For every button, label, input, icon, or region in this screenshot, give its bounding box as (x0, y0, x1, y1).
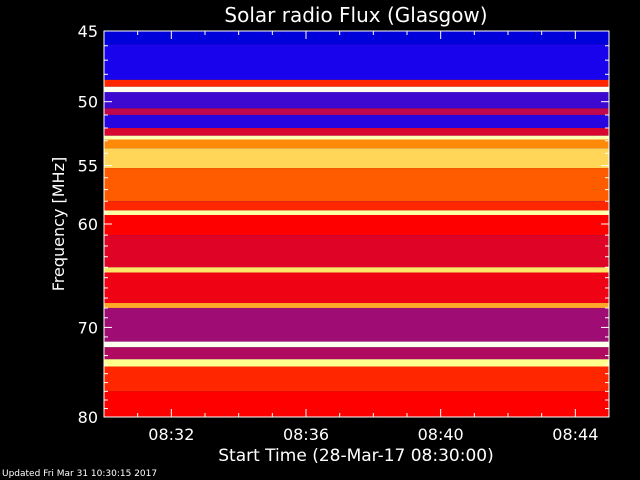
x-tick-label: 08:44 (552, 425, 598, 444)
frequency-band (104, 214, 609, 236)
frequency-band (104, 366, 609, 392)
y-tick-label: 80 (78, 408, 98, 427)
frequency-band (104, 201, 609, 211)
x-tick-label: 08:40 (418, 425, 464, 444)
frequency-band (104, 86, 609, 93)
x-tick-label: 08:32 (148, 425, 194, 444)
frequency-bands (104, 31, 609, 417)
y-axis-label: Frequency [MHz] (49, 157, 68, 291)
frequency-band (104, 128, 609, 136)
frequency-band (104, 303, 609, 308)
frequency-band (104, 341, 609, 348)
frequency-band (104, 31, 609, 45)
frequency-band (104, 44, 609, 80)
frequency-band (104, 391, 609, 417)
frequency-band (104, 307, 609, 342)
chart-title: Solar radio Flux (Glasgow) (224, 3, 487, 27)
frequency-band (104, 79, 609, 87)
y-tick-label: 50 (78, 93, 98, 112)
frequency-band (104, 92, 609, 109)
frequency-band (104, 272, 609, 304)
frequency-band (104, 235, 609, 268)
frequency-band (104, 347, 609, 360)
y-tick-label: 60 (78, 215, 98, 234)
axes: 45 50 55 60 70 80 08:32 08:36 08:40 08:44 (78, 22, 610, 444)
frequency-band (104, 148, 609, 169)
frequency-band (104, 168, 609, 202)
frequency-band (104, 359, 609, 367)
x-axis-label: Start Time (28-Mar-17 08:30:00) (218, 446, 493, 466)
y-tick-label: 55 (78, 157, 98, 176)
frequency-band (104, 267, 609, 273)
frequency-band (104, 114, 609, 128)
y-tick-label: 70 (78, 318, 98, 337)
y-tick-label: 45 (78, 22, 98, 41)
x-tick-label: 08:36 (283, 425, 329, 444)
frequency-band (104, 210, 609, 215)
frequency-band (104, 135, 609, 140)
frequency-band (104, 139, 609, 149)
updated-timestamp: Updated Fri Mar 31 10:30:15 2017 (2, 469, 158, 479)
frequency-band (104, 108, 609, 115)
